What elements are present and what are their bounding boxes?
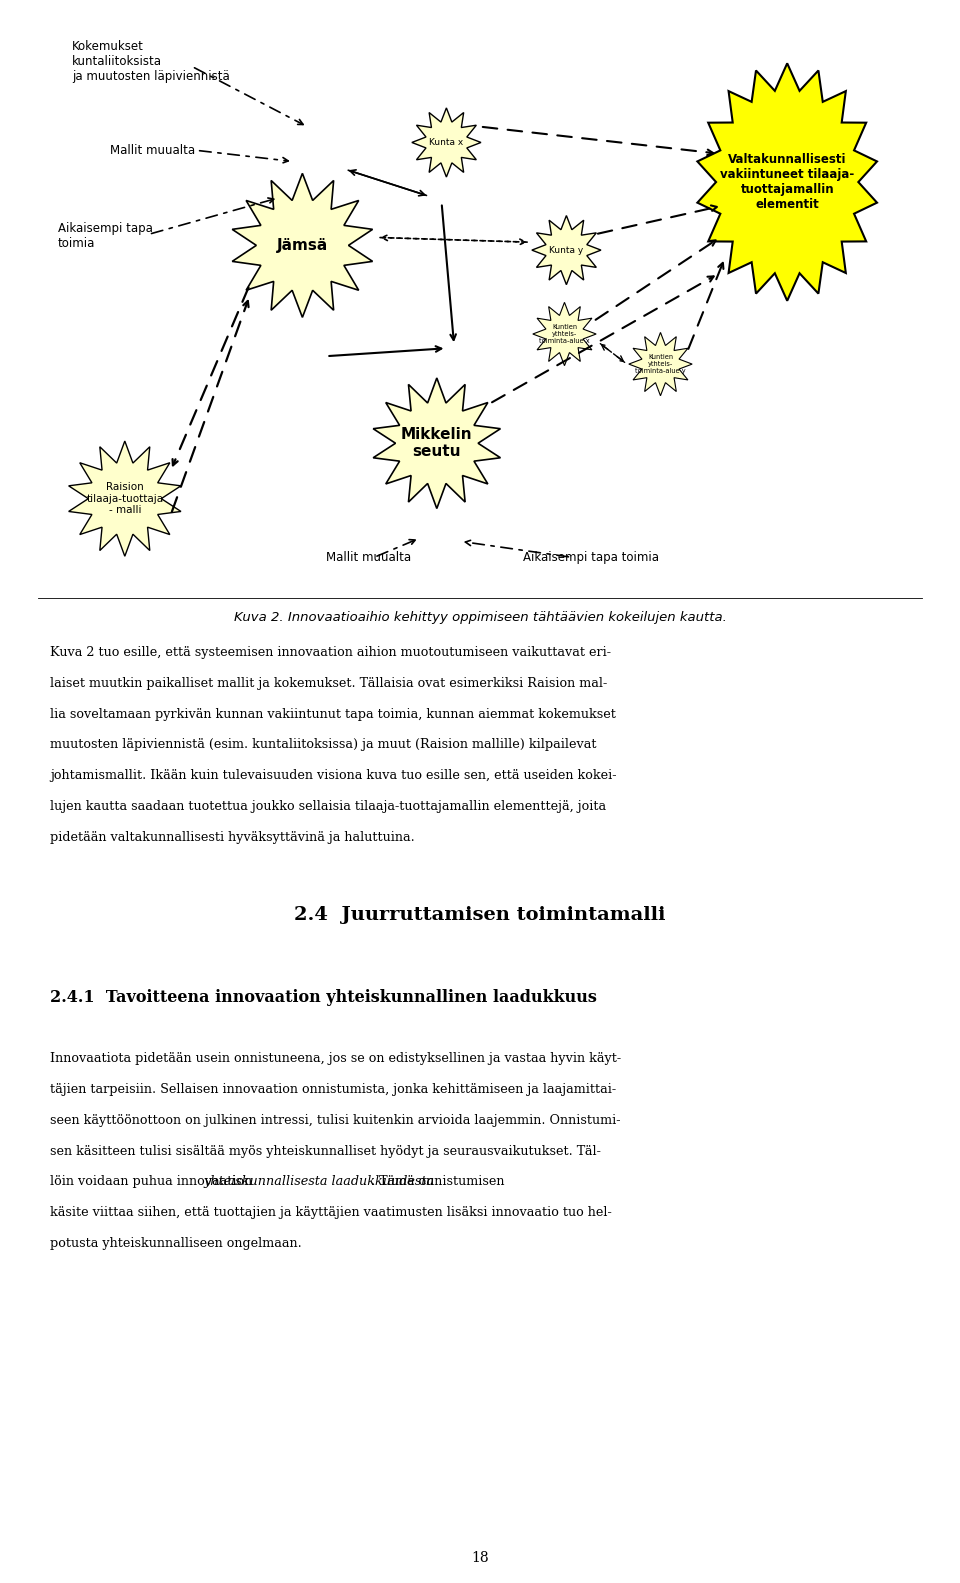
Text: Mikkelin
seutu: Mikkelin seutu [401, 427, 472, 459]
Text: 2.4.1  Tavoitteena innovaation yhteiskunnallinen laadukkuus: 2.4.1 Tavoitteena innovaation yhteiskunn… [50, 988, 597, 1005]
Text: Raision
tilaaja-tuottaja
- malli: Raision tilaaja-tuottaja - malli [86, 483, 163, 514]
Text: Aikaisempi tapa
toimia: Aikaisempi tapa toimia [58, 222, 153, 250]
Text: 2.4  Juurruttamisen toimintamalli: 2.4 Juurruttamisen toimintamalli [295, 907, 665, 924]
Polygon shape [629, 332, 692, 396]
Text: pidetään valtakunnallisesti hyväksyttävinä ja haluttuina.: pidetään valtakunnallisesti hyväksyttävi… [50, 831, 415, 844]
Polygon shape [412, 108, 481, 177]
Text: Kunta x: Kunta x [429, 138, 464, 147]
Polygon shape [533, 302, 596, 366]
Text: yhteiskunnallisesta laadukkuudesta: yhteiskunnallisesta laadukkuudesta [204, 1175, 434, 1189]
Text: Kuntien
ythteis-
toiminta-alue x: Kuntien ythteis- toiminta-alue x [540, 325, 589, 344]
Text: johtamismallit. Ikään kuin tulevaisuuden visiona kuva tuo esille sen, että useid: johtamismallit. Ikään kuin tulevaisuuden… [50, 769, 616, 782]
Polygon shape [373, 378, 500, 508]
Text: Valtakunnallisesti
vakiintuneet tilaaja-
tuottajamallin
elementit: Valtakunnallisesti vakiintuneet tilaaja-… [720, 154, 854, 211]
Text: sen käsitteen tulisi sisältää myös yhteiskunnalliset hyödyt ja seurausvaikutukse: sen käsitteen tulisi sisältää myös yhtei… [50, 1145, 601, 1157]
Text: Kokemukset
kuntaliitoksista
ja muutosten läpiviennistä: Kokemukset kuntaliitoksista ja muutosten… [72, 40, 229, 82]
Text: muutosten läpiviennistä (esim. kuntaliitoksissa) ja muut (Raision mallille) kilp: muutosten läpiviennistä (esim. kuntaliit… [50, 738, 596, 752]
Text: potusta yhteiskunnalliseen ongelmaan.: potusta yhteiskunnalliseen ongelmaan. [50, 1238, 301, 1251]
Text: lia soveltamaan pyrkivän kunnan vakiintunut tapa toimia, kunnan aiemmat kokemuks: lia soveltamaan pyrkivän kunnan vakiintu… [50, 708, 615, 720]
Text: Kunta y: Kunta y [549, 245, 584, 255]
Text: laiset muutkin paikalliset mallit ja kokemukset. Tällaisia ovat esimerkiksi Rais: laiset muutkin paikalliset mallit ja kok… [50, 678, 607, 690]
Text: 18: 18 [471, 1551, 489, 1564]
Text: Innovaatiota pidetään usein onnistuneena, jos se on edistyksellinen ja vastaa hy: Innovaatiota pidetään usein onnistuneena… [50, 1053, 621, 1065]
Text: Kuva 2. Innovaatioaihio kehittyy oppimiseen tähtäävien kokeilujen kautta.: Kuva 2. Innovaatioaihio kehittyy oppimis… [233, 611, 727, 624]
Text: lujen kautta saadaan tuotettua joukko sellaisia tilaaja-tuottajamallin elementte: lujen kautta saadaan tuotettua joukko se… [50, 801, 606, 814]
Text: Mallit muualta: Mallit muualta [110, 144, 196, 157]
Polygon shape [232, 174, 372, 317]
Text: . Tämä onnistumisen: . Tämä onnistumisen [372, 1175, 505, 1189]
Text: käsite viittaa siihen, että tuottajien ja käyttäjien vaatimusten lisäksi innovaa: käsite viittaa siihen, että tuottajien j… [50, 1206, 612, 1219]
Polygon shape [532, 215, 601, 285]
Text: Kuva 2 tuo esille, että systeemisen innovaation aihion muotoutumiseen vaikuttava: Kuva 2 tuo esille, että systeemisen inno… [50, 646, 611, 659]
Text: täjien tarpeisiin. Sellaisen innovaation onnistumista, jonka kehittämiseen ja la: täjien tarpeisiin. Sellaisen innovaation… [50, 1083, 616, 1095]
Text: seen käyttöönottoon on julkinen intressi, tulisi kuitenkin arvioida laajemmin. O: seen käyttöönottoon on julkinen intressi… [50, 1114, 620, 1127]
Text: Kuntien
ythteis-
toiminta-alue y: Kuntien ythteis- toiminta-alue y [636, 355, 685, 374]
Text: Aikaisempi tapa toimia: Aikaisempi tapa toimia [523, 551, 660, 564]
Text: Mallit muualta: Mallit muualta [326, 551, 412, 564]
Polygon shape [69, 442, 180, 556]
Text: löin voidaan puhua innovaation: löin voidaan puhua innovaation [50, 1175, 256, 1189]
Polygon shape [697, 63, 877, 301]
Text: Jämsä: Jämsä [276, 237, 328, 253]
